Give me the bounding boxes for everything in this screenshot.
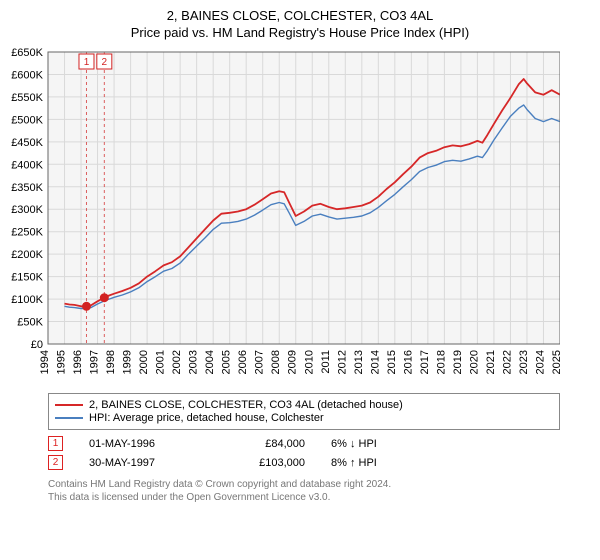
chart-area: £0 £50K £100K £150K £200K £250K £300K £350K £400… [0,44,600,389]
svg-text:1996: 1996 [72,350,84,374]
svg-text:2009: 2009 [287,350,299,374]
svg-text:£550K: £550K [11,92,43,104]
svg-text:2010: 2010 [303,350,315,374]
marker-price: £84,000 [225,438,305,450]
svg-text:2006: 2006 [237,350,249,374]
svg-text:2018: 2018 [435,350,447,374]
svg-text:2025: 2025 [551,350,560,374]
chart-title-2: Price paid vs. HM Land Registry's House … [0,25,600,40]
svg-text:1: 1 [84,57,90,68]
marker-date: 01-MAY-1996 [89,438,199,450]
marker-date: 30-MAY-1997 [89,457,199,469]
svg-text:2012: 2012 [336,350,348,374]
page-container: 2, BAINES CLOSE, COLCHESTER, CO3 4AL Pri… [0,0,600,504]
footer-attribution: Contains HM Land Registry data © Crown c… [48,478,560,504]
legend-label: 2, BAINES CLOSE, COLCHESTER, CO3 4AL (de… [89,399,403,411]
marker-price: £103,000 [225,457,305,469]
svg-text:£450K: £450K [11,137,43,149]
marker-diff: 8% ↑ HPI [331,457,421,469]
svg-text:2007: 2007 [254,350,266,374]
svg-text:2011: 2011 [320,350,332,374]
svg-text:2020: 2020 [468,350,480,374]
svg-text:£250K: £250K [11,227,43,239]
legend-swatch [55,417,83,419]
svg-text:2021: 2021 [485,350,497,374]
svg-text:£200K: £200K [11,249,43,261]
svg-text:2004: 2004 [204,350,216,374]
svg-text:1997: 1997 [89,350,101,374]
marker-diff: 6% ↓ HPI [331,438,421,450]
svg-text:£0: £0 [31,339,43,351]
svg-text:1998: 1998 [105,350,117,374]
svg-text:1995: 1995 [56,350,68,374]
svg-text:£500K: £500K [11,114,43,126]
svg-text:2014: 2014 [369,350,381,374]
legend-swatch [55,404,83,406]
svg-text:£100K: £100K [11,294,43,306]
svg-text:2005: 2005 [221,350,233,374]
svg-text:£650K: £650K [11,47,43,59]
marker-badge: 1 [48,436,63,451]
marker-row: 1 01-MAY-1996 £84,000 6% ↓ HPI [48,436,560,451]
marker-table: 1 01-MAY-1996 £84,000 6% ↓ HPI 2 30-MAY-1997 £… [48,436,560,470]
line-chart: £0 £50K £100K £150K £200K £250K £300K £350K £400… [0,44,560,389]
svg-text:1999: 1999 [122,350,134,374]
svg-text:2008: 2008 [270,350,282,374]
svg-text:2000: 2000 [138,350,150,374]
title-block: 2, BAINES CLOSE, COLCHESTER, CO3 4AL Pri… [0,0,600,40]
svg-text:2022: 2022 [501,350,513,374]
svg-text:2016: 2016 [402,350,414,374]
svg-text:£400K: £400K [11,159,43,171]
chart-title-1: 2, BAINES CLOSE, COLCHESTER, CO3 4AL [0,8,600,23]
footer-line-1: Contains HM Land Registry data © Crown c… [48,478,560,491]
legend-label: HPI: Average price, detached house, Colc… [89,412,324,424]
svg-text:£150K: £150K [11,272,43,284]
svg-text:2013: 2013 [353,350,365,374]
svg-text:2003: 2003 [188,350,200,374]
svg-text:2001: 2001 [155,350,167,374]
svg-text:2019: 2019 [452,350,464,374]
svg-text:2015: 2015 [386,350,398,374]
legend-box: 2, BAINES CLOSE, COLCHESTER, CO3 4AL (de… [48,393,560,430]
svg-text:2002: 2002 [171,350,183,374]
svg-text:2024: 2024 [534,350,546,374]
footer-line-2: This data is licensed under the Open Gov… [48,491,560,504]
svg-text:£300K: £300K [11,204,43,216]
svg-text:1994: 1994 [39,350,51,374]
svg-text:£600K: £600K [11,69,43,81]
legend-item: HPI: Average price, detached house, Colc… [55,412,553,424]
svg-text:£50K: £50K [17,317,43,329]
legend-item: 2, BAINES CLOSE, COLCHESTER, CO3 4AL (de… [55,399,553,411]
marker-row: 2 30-MAY-1997 £103,000 8% ↑ HPI [48,455,560,470]
svg-text:2: 2 [102,57,108,68]
svg-text:2017: 2017 [419,350,431,374]
svg-text:£350K: £350K [11,182,43,194]
marker-badge: 2 [48,455,63,470]
svg-text:2023: 2023 [518,350,530,374]
